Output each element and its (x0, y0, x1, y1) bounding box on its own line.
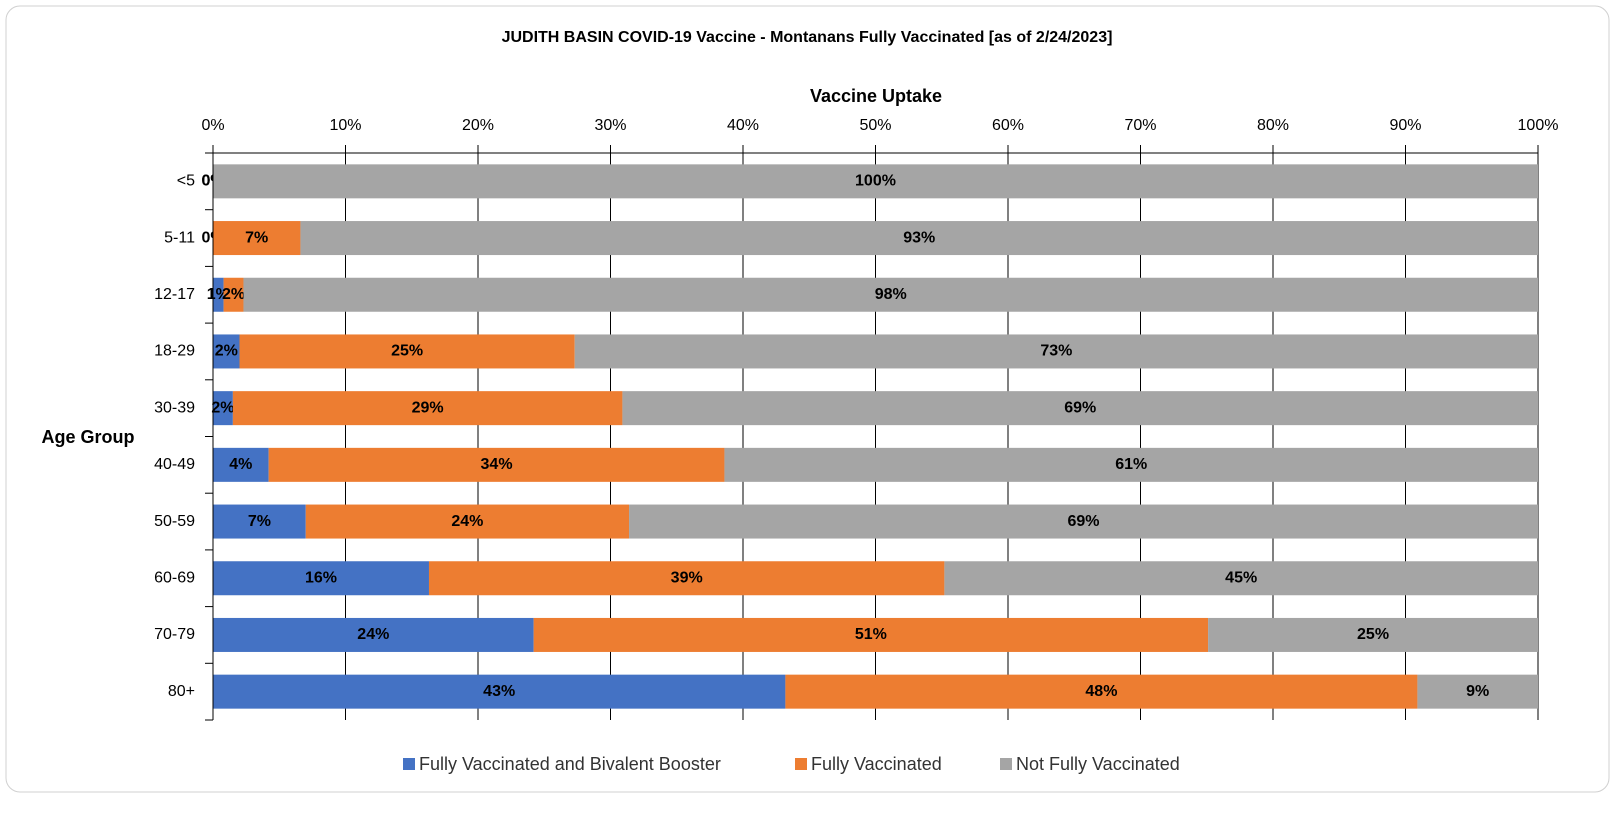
bar-segment (300, 221, 1539, 256)
x-tick-label: 50% (859, 117, 891, 134)
bar-segment (533, 617, 1209, 652)
data-label: 7% (248, 513, 271, 530)
y-tick-label: 5-11 (164, 229, 195, 246)
data-label: 2% (215, 343, 238, 360)
x-tick-label: 30% (594, 117, 626, 134)
bar-segment (574, 334, 1538, 369)
bar-segment (1417, 674, 1538, 709)
x-tick-label: 60% (992, 117, 1024, 134)
data-label: 2% (222, 286, 245, 303)
legend-label: Not Fully Vaccinated (1016, 754, 1180, 774)
legend-swatch (403, 758, 415, 770)
bar-segment (785, 674, 1418, 709)
data-label: 29% (412, 399, 444, 416)
data-label: 34% (481, 456, 513, 473)
data-label: 73% (1040, 343, 1072, 360)
x-tick-label: 20% (462, 117, 494, 134)
legend-label: Fully Vaccinated (811, 754, 942, 774)
y-tick-label: 50-59 (154, 513, 195, 530)
data-label: 61% (1115, 456, 1147, 473)
bar-segment (213, 447, 269, 482)
bar-segment (268, 447, 725, 482)
bar-segment (213, 674, 786, 709)
data-label: 25% (391, 343, 423, 360)
data-label: 51% (855, 626, 887, 643)
bar-segment (944, 561, 1538, 596)
bar-segment (243, 277, 1539, 312)
data-label: 2% (211, 399, 234, 416)
bar-segment (305, 504, 630, 539)
x-tick-label: 10% (329, 117, 361, 134)
y-tick-label: 18-29 (154, 343, 195, 360)
y-tick-label: 30-39 (154, 399, 195, 416)
x-axis-title: Vaccine Uptake (810, 86, 942, 106)
data-label: 4% (229, 456, 252, 473)
y-tick-label: 70-79 (154, 626, 195, 643)
bar-segment (213, 617, 534, 652)
y-tick-label: 40-49 (154, 456, 195, 473)
data-label: 100% (855, 173, 896, 190)
data-label: 93% (903, 229, 935, 246)
bar-segment (213, 164, 1538, 199)
data-label: 16% (305, 569, 337, 586)
bar-segment (724, 447, 1538, 482)
y-tick-label: <5 (177, 173, 195, 190)
bar-segment (622, 391, 1538, 426)
x-tick-label: 100% (1518, 117, 1559, 134)
bar-segment (213, 504, 306, 539)
data-label: 69% (1068, 513, 1100, 530)
data-label: 98% (875, 286, 907, 303)
legend-swatch (1000, 758, 1012, 770)
data-label: 24% (451, 513, 483, 530)
data-label: 69% (1064, 399, 1096, 416)
data-label: 24% (357, 626, 389, 643)
y-tick-label: 12-17 (154, 286, 195, 303)
bar-segment (213, 334, 240, 369)
x-tick-label: 80% (1257, 117, 1289, 134)
bar-segment (629, 504, 1538, 539)
y-tick-label: 60-69 (154, 569, 195, 586)
bar-segment (213, 277, 224, 312)
x-tick-label: 70% (1124, 117, 1156, 134)
bar-segment (223, 277, 244, 312)
y-tick-label: 80+ (168, 683, 195, 700)
data-label: 25% (1357, 626, 1389, 643)
data-label: 48% (1085, 683, 1117, 700)
bar-segment (232, 391, 623, 426)
data-label: 7% (245, 229, 268, 246)
x-tick-label: 40% (727, 117, 759, 134)
x-tick-label: 0% (201, 117, 224, 134)
bar-segment (1208, 617, 1538, 652)
legend-label: Fully Vaccinated and Bivalent Booster (419, 754, 721, 774)
bar-segment (213, 391, 233, 426)
data-label: 45% (1225, 569, 1257, 586)
y-axis-title: Age Group (42, 427, 135, 447)
data-label: 39% (671, 569, 703, 586)
chart-title: JUDITH BASIN COVID-19 Vaccine - Montanan… (502, 29, 1113, 46)
bar-segment (213, 221, 301, 256)
bar-segment (213, 561, 429, 596)
data-label: 43% (483, 683, 515, 700)
bar-segment (239, 334, 575, 369)
x-tick-label: 90% (1389, 117, 1421, 134)
bar-segment (428, 561, 945, 596)
legend-swatch (795, 758, 807, 770)
data-label: 9% (1466, 683, 1489, 700)
